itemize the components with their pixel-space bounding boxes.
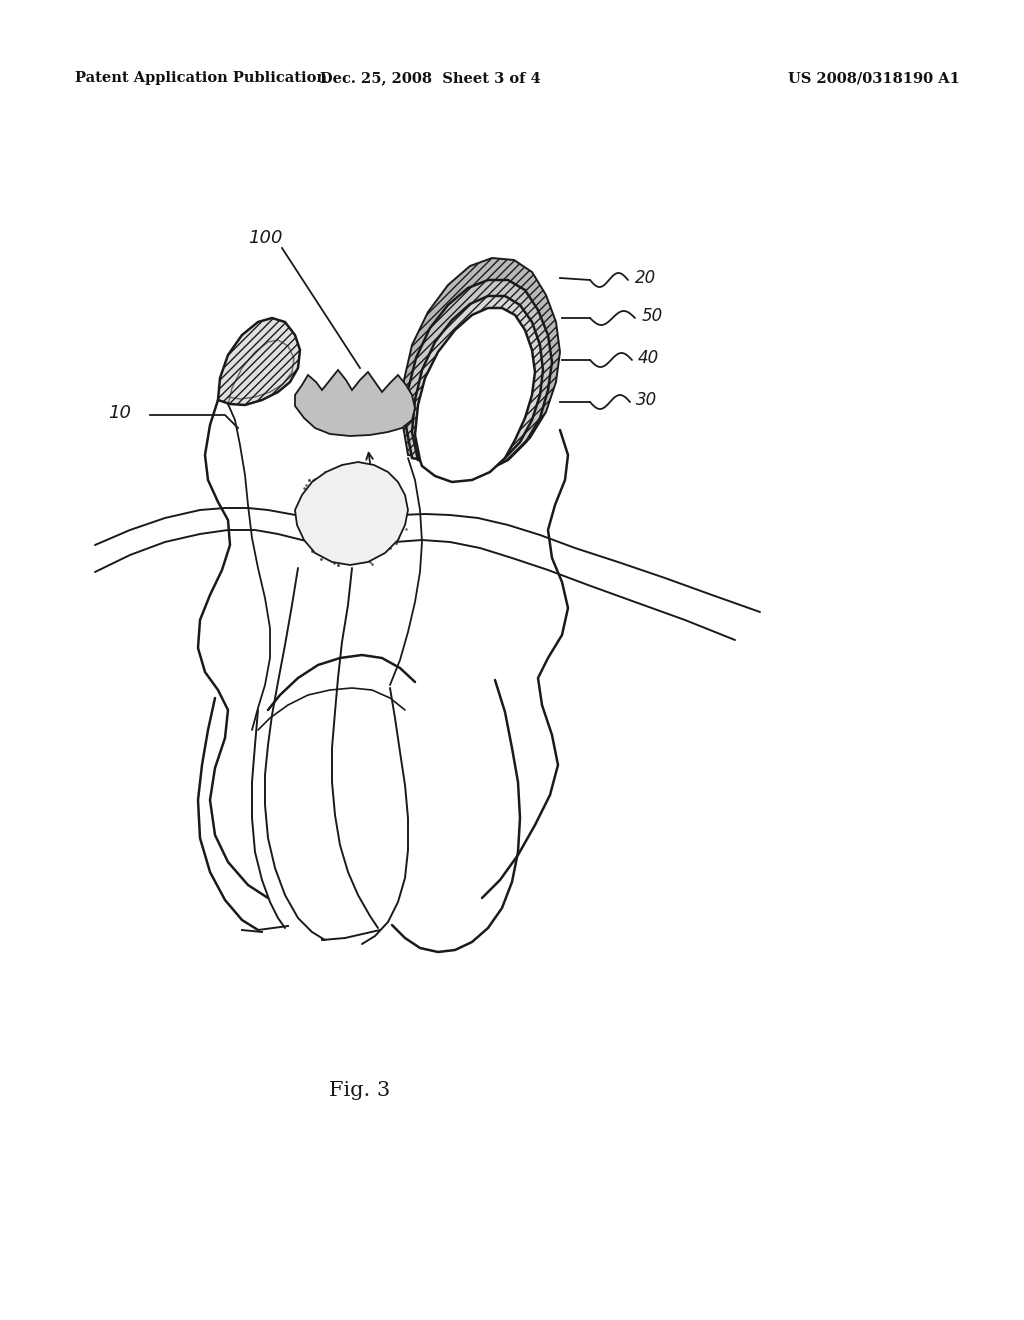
Polygon shape [295,462,408,565]
Polygon shape [218,318,300,405]
Text: 40: 40 [638,348,659,367]
Text: 50: 50 [642,308,664,325]
Polygon shape [406,280,552,474]
Polygon shape [295,370,415,436]
Text: 10: 10 [108,404,131,422]
Polygon shape [412,296,543,473]
Text: 20: 20 [635,269,656,286]
Text: Patent Application Publication: Patent Application Publication [75,71,327,84]
Text: 30: 30 [636,391,657,409]
Text: US 2008/0318190 A1: US 2008/0318190 A1 [788,71,961,84]
Text: Dec. 25, 2008  Sheet 3 of 4: Dec. 25, 2008 Sheet 3 of 4 [319,71,541,84]
Polygon shape [402,257,560,474]
Text: Fig. 3: Fig. 3 [330,1081,390,1100]
Text: 100: 100 [248,228,283,247]
Polygon shape [415,308,535,482]
